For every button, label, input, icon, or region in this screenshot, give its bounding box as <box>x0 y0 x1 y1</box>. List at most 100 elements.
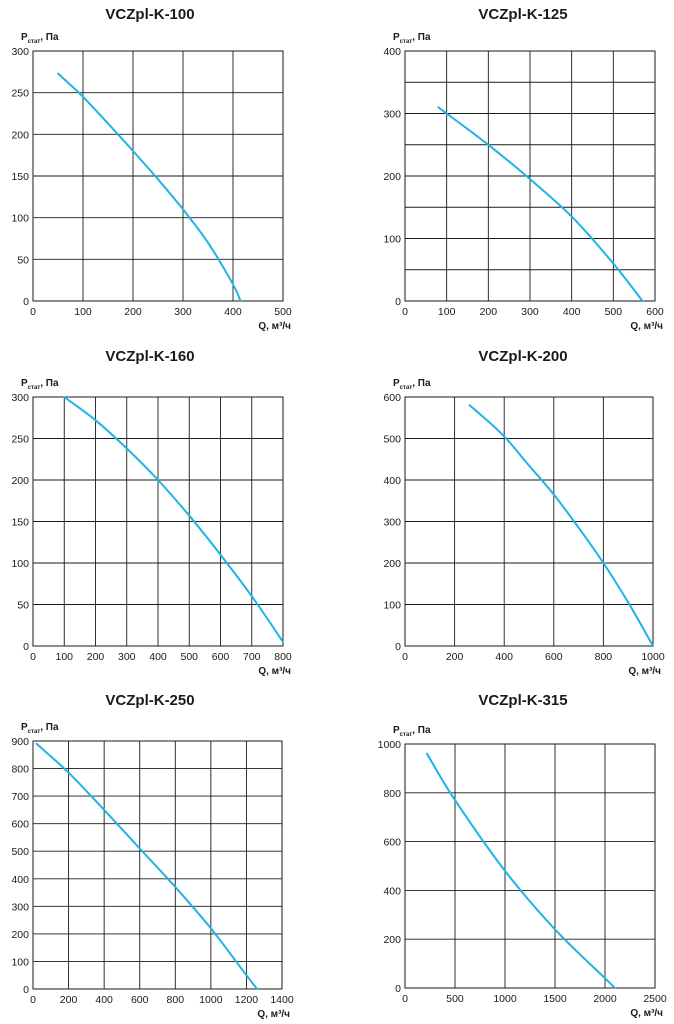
y-tick-label: 100 <box>11 213 29 225</box>
y-tick-label: 100 <box>11 956 29 968</box>
x-tick-label: 400 <box>563 306 581 318</box>
x-tick-label: 400 <box>149 651 167 663</box>
x-tick-label: 200 <box>446 651 464 663</box>
plot-frame <box>32 50 284 302</box>
chart-title: VCZpl-K-315 <box>478 692 567 709</box>
x-tick-label: 400 <box>95 994 113 1006</box>
x-tick-label: 200 <box>124 306 142 318</box>
x-tick-label: 500 <box>274 306 292 318</box>
x-axis-label: Q, м³/ч <box>628 666 661 677</box>
chart-title: VCZpl-K-100 <box>105 6 194 23</box>
y-tick-label: 0 <box>23 641 29 653</box>
y-tick-label: 600 <box>11 819 29 831</box>
x-tick-label: 300 <box>521 306 539 318</box>
y-axis-label: Pстат, Па <box>21 32 59 45</box>
y-axis-label-sub: стат <box>400 732 413 738</box>
y-tick-label: 400 <box>11 874 29 886</box>
chart-title: VCZpl-K-125 <box>478 6 567 23</box>
x-tick-label: 800 <box>167 994 185 1006</box>
y-tick-label: 600 <box>383 392 401 404</box>
x-tick-label: 0 <box>30 651 36 663</box>
x-tick-label: 1000 <box>493 993 517 1005</box>
series-line <box>468 404 654 647</box>
y-tick-label: 300 <box>11 392 29 404</box>
y-tick-label: 200 <box>11 475 29 487</box>
y-tick-label: 200 <box>383 558 401 570</box>
y-tick-label: 100 <box>383 600 401 612</box>
x-tick-label: 0 <box>30 994 36 1006</box>
y-axis-label: Pстат, Па <box>393 32 431 45</box>
chart-3: VCZpl-K-160 0 100 200 300 400 500 600 700 800 0 50 1… <box>11 348 291 677</box>
x-tick-label: 400 <box>495 651 513 663</box>
chart-6: VCZpl-K-315 0 500 1000 1500 2000 2500 0 200 400 60… <box>378 692 667 1019</box>
y-tick-label: 200 <box>11 929 29 941</box>
x-tick-label: 1000 <box>641 651 665 663</box>
y-axis-label-main: P <box>21 722 28 733</box>
series-line <box>57 72 242 302</box>
y-tick-label: 400 <box>383 46 401 58</box>
y-tick-label: 800 <box>383 788 401 800</box>
y-tick-label: 100 <box>11 558 29 570</box>
x-tick-label: 400 <box>224 306 242 318</box>
x-tick-label: 1500 <box>543 993 567 1005</box>
y-tick-label: 250 <box>11 88 29 100</box>
y-axis-label-unit: , Па <box>40 378 59 389</box>
x-tick-label: 2000 <box>593 993 617 1005</box>
x-tick-label: 600 <box>212 651 230 663</box>
y-axis-label-main: P <box>393 32 400 43</box>
plot-frame <box>404 396 654 647</box>
series-line <box>437 106 644 302</box>
plot-frame <box>32 396 284 647</box>
plot-frame <box>404 743 656 989</box>
x-tick-label: 700 <box>243 651 261 663</box>
y-axis-label: Pстат, Па <box>21 722 59 735</box>
y-tick-label: 800 <box>11 764 29 776</box>
x-tick-label: 100 <box>438 306 456 318</box>
y-tick-label: 500 <box>383 434 401 446</box>
y-axis-label-sub: стат <box>400 39 413 45</box>
y-tick-label: 150 <box>11 517 29 529</box>
y-tick-label: 300 <box>383 517 401 529</box>
y-tick-label: 600 <box>383 837 401 849</box>
y-tick-label: 0 <box>395 641 401 653</box>
x-tick-label: 2500 <box>643 993 667 1005</box>
y-tick-label: 0 <box>395 296 401 308</box>
y-tick-label: 400 <box>383 885 401 897</box>
x-tick-label: 500 <box>446 993 464 1005</box>
y-tick-label: 1000 <box>378 739 402 751</box>
y-tick-label: 0 <box>23 296 29 308</box>
x-tick-label: 200 <box>480 306 498 318</box>
x-axis-label: Q, м³/ч <box>630 1008 663 1019</box>
x-tick-label: 0 <box>402 993 408 1005</box>
x-tick-label: 200 <box>60 994 78 1006</box>
x-axis-label: Q, м³/ч <box>257 1009 290 1020</box>
y-axis-label-unit: , Па <box>412 725 431 736</box>
y-axis-label-main: P <box>21 32 28 43</box>
chart-4: VCZpl-K-200 0 200 400 600 800 1000 0 100 200 300 40… <box>383 348 664 677</box>
y-tick-label: 900 <box>11 736 29 748</box>
series-line <box>63 396 284 643</box>
y-tick-label: 700 <box>11 791 29 803</box>
chart-title: VCZpl-K-250 <box>105 692 194 709</box>
y-tick-label: 300 <box>383 109 401 121</box>
x-axis-label: Q, м³/ч <box>630 321 663 332</box>
x-tick-label: 100 <box>55 651 73 663</box>
chart-1: VCZpl-K-100 0 100 200 300 400 500 0 50 100 150 200 2… <box>11 6 291 332</box>
y-axis-label-unit: , Па <box>40 722 59 733</box>
x-tick-label: 500 <box>180 651 198 663</box>
x-tick-label: 1000 <box>199 994 223 1006</box>
y-tick-label: 150 <box>11 171 29 183</box>
y-axis-label-unit: , Па <box>40 32 59 43</box>
y-axis-label-sub: стат <box>28 729 41 735</box>
series-line <box>35 742 259 990</box>
plot-frame <box>404 50 656 302</box>
y-tick-label: 100 <box>383 234 401 246</box>
y-tick-label: 400 <box>383 475 401 487</box>
x-axis-label: Q, м³/ч <box>258 666 291 677</box>
y-tick-label: 50 <box>17 600 29 612</box>
x-tick-label: 800 <box>274 651 292 663</box>
x-tick-label: 100 <box>74 306 92 318</box>
x-tick-label: 0 <box>402 306 408 318</box>
chart-2: VCZpl-K-125 0 100 200 300 400 500 600 0 100 200 300… <box>383 6 663 332</box>
